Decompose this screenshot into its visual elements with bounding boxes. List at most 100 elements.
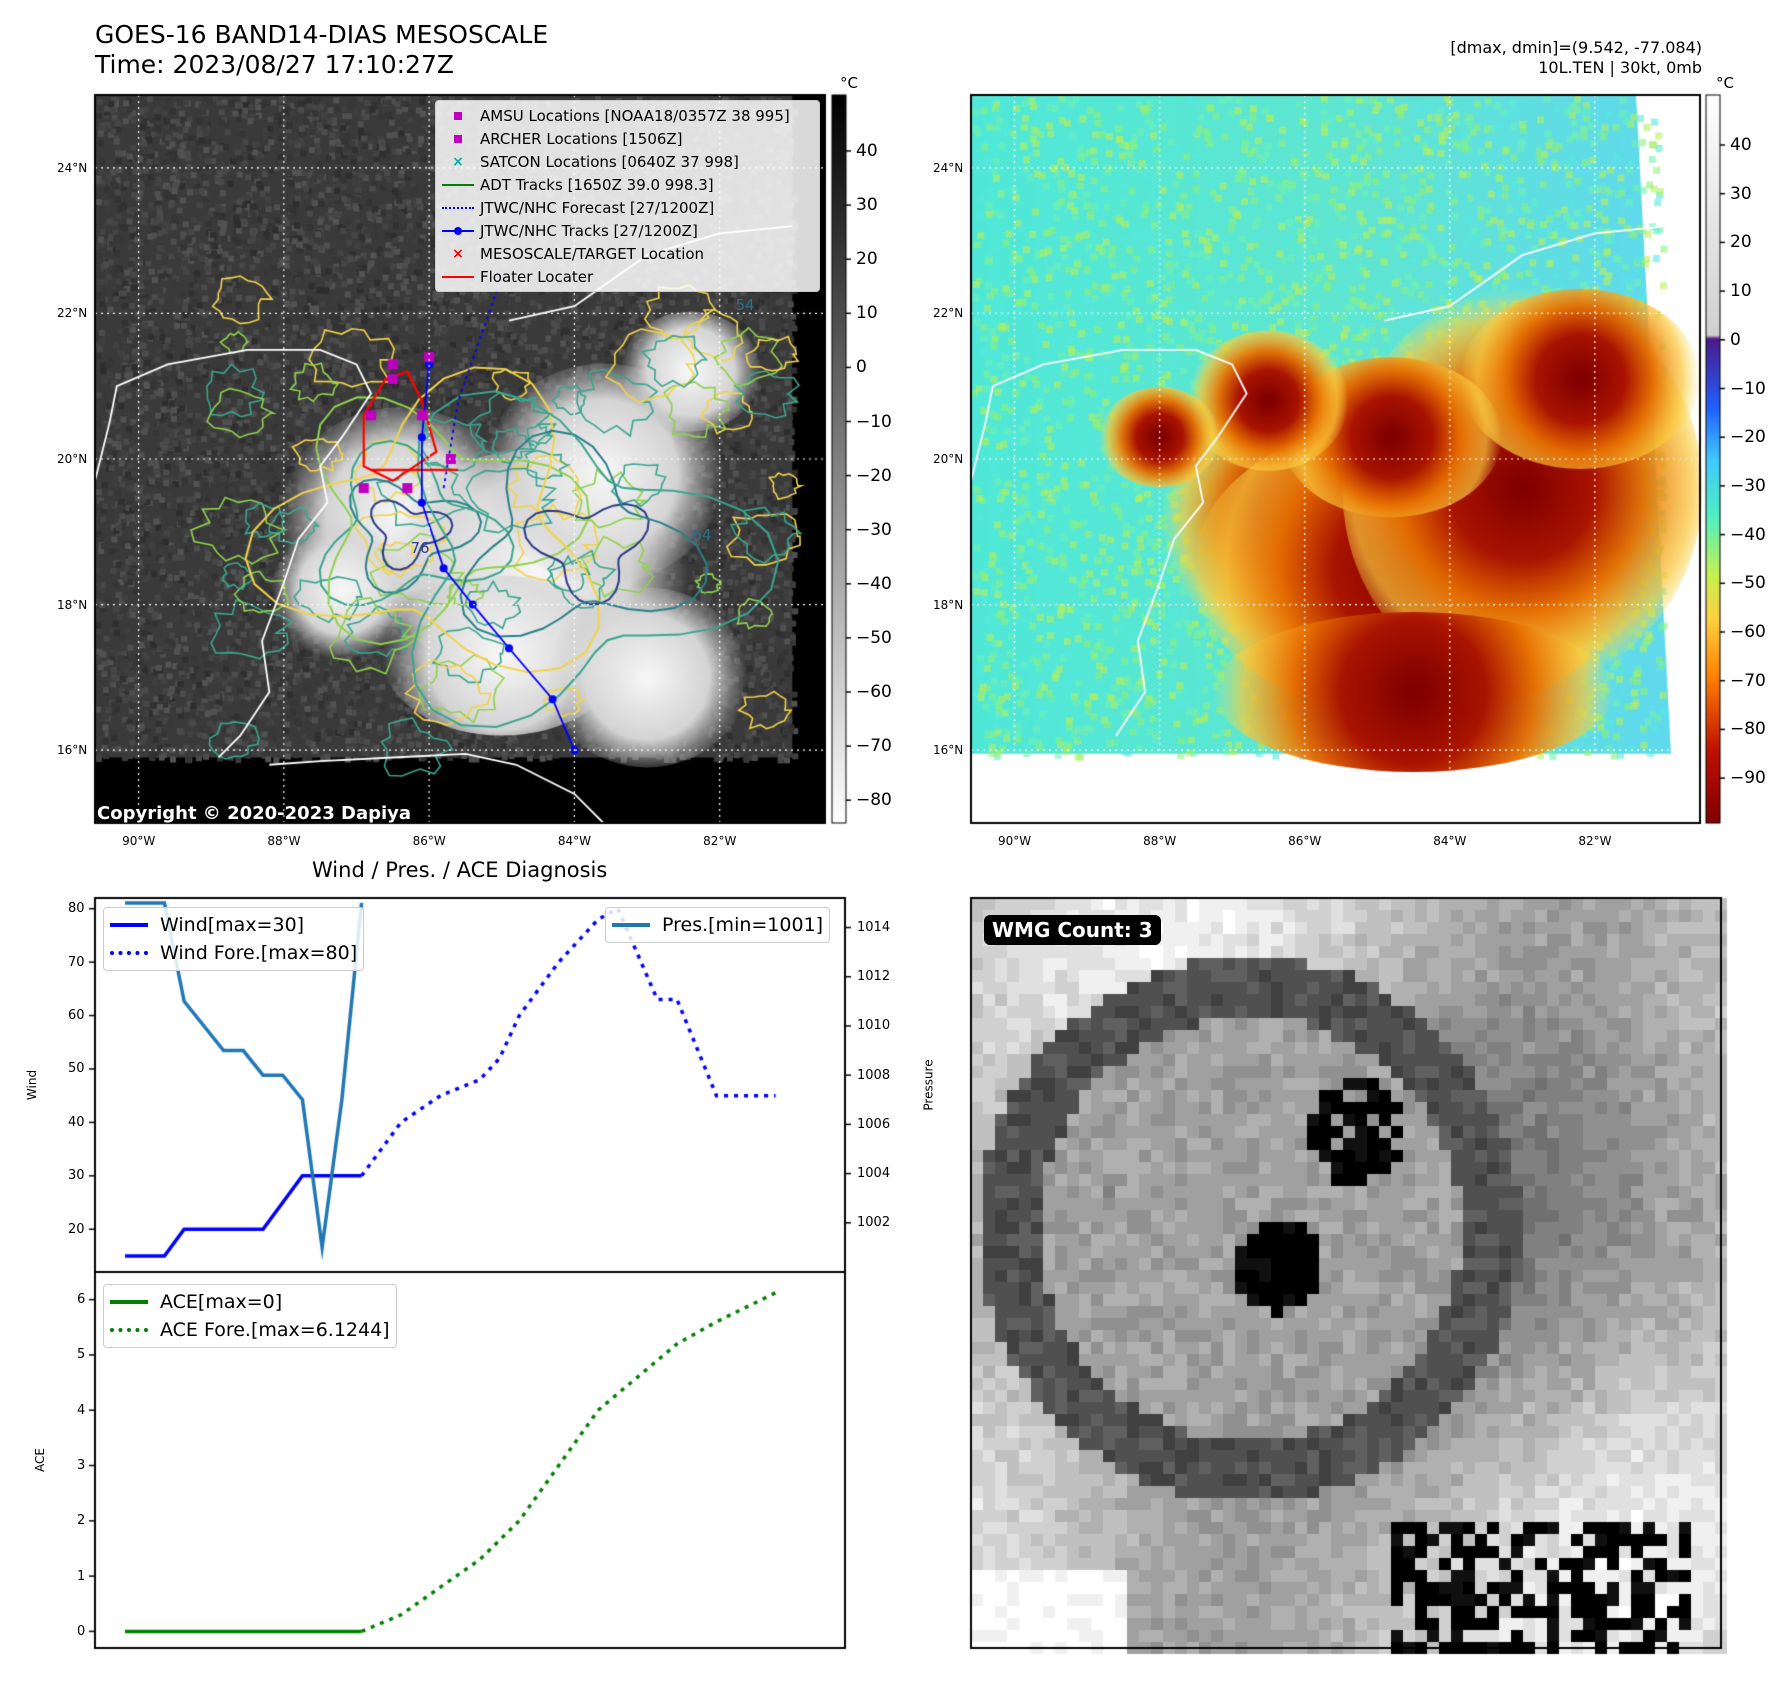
legend-entry: AMSU Locations [NOAA18/0357Z 38 995] (436, 104, 819, 127)
wind-axis-label: Wind (25, 1069, 40, 1101)
ace-ytick: 5 (77, 1347, 86, 1363)
left-colorbar-tick: 30 (856, 195, 878, 216)
right-colorbar-tick: −10 (1730, 378, 1766, 399)
left-colorbar-unit: °C (840, 74, 858, 92)
pressure-legend: Pres.[min=1001] (605, 907, 831, 943)
legend-entry: ACE Fore.[max=6.1244] (110, 1316, 390, 1344)
title-line-1: GOES-16 BAND14-DIAS MESOSCALE (95, 20, 549, 49)
legend-entry: JTWC/NHC Tracks [27/1200Z] (436, 219, 819, 242)
left-colorbar-tick: 10 (856, 303, 878, 324)
legend-line-icon (612, 923, 662, 927)
legend-label: Floater Locater (480, 267, 594, 286)
left-colorbar-tick: 20 (856, 249, 878, 270)
left-map-lon-label: 90°W (122, 834, 156, 848)
ace-ytick: 1 (77, 1568, 86, 1584)
right-map-lon-label: 88°W (1143, 834, 1177, 848)
legend-entry: ARCHER Locations [1506Z] (436, 127, 819, 150)
right-colorbar-tick: −90 (1730, 768, 1766, 789)
legend-symbol-icon (436, 219, 480, 242)
right-colorbar-tick: −40 (1730, 524, 1766, 545)
legend-entry: Pres.[min=1001] (612, 911, 823, 939)
right-colorbar-tick: 20 (1730, 232, 1752, 253)
left-colorbar-tick: −50 (856, 627, 892, 648)
legend-entry: Wind Fore.[max=80] (110, 939, 357, 967)
left-colorbar-tick: −30 (856, 519, 892, 540)
wind-ytick: 40 (68, 1114, 85, 1130)
left-colorbar-tick: −20 (856, 465, 892, 486)
wind-legend: Wind[max=30] Wind Fore.[max=80] (103, 907, 365, 971)
legend-line-icon (110, 1328, 160, 1332)
legend-entry: Wind[max=30] (110, 911, 357, 939)
left-colorbar-tick: −80 (856, 790, 892, 811)
right-map-lon-label: 84°W (1433, 834, 1467, 848)
left-map-lon-label: 86°W (412, 834, 446, 848)
wind-ytick: 80 (68, 901, 85, 917)
right-map-lon-label: 86°W (1288, 834, 1322, 848)
wind-ytick: 20 (68, 1221, 85, 1237)
legend-entry: ADT Tracks [1650Z 39.0 998.3] (436, 173, 819, 196)
right-map-lat-label: 24°N (933, 160, 964, 175)
right-colorbar-tick: 40 (1730, 135, 1752, 155)
diagnosis-title: Wind / Pres. / ACE Diagnosis (312, 858, 608, 882)
contour-label: 76 (410, 539, 430, 557)
pressure-ytick: 1004 (857, 1166, 891, 1182)
legend-symbol-icon: × (452, 245, 464, 262)
wind-ytick: 50 (68, 1061, 85, 1077)
right-map-lat-label: 22°N (933, 306, 964, 321)
title-line-2: Time: 2023/08/27 17:10:27Z (95, 50, 454, 79)
left-map-lon-label: 88°W (267, 834, 301, 848)
ace-ytick: 2 (77, 1513, 86, 1529)
right-colorbar-tick: −50 (1730, 573, 1766, 594)
legend-label: ARCHER Locations [1506Z] (480, 129, 683, 148)
legend-label: SATCON Locations [0640Z 37 998] (480, 152, 739, 171)
right-colorbar-tick: −80 (1730, 719, 1766, 740)
pressure-ytick: 1012 (857, 969, 891, 985)
legend-entry: Floater Locater (436, 265, 819, 288)
wmg-count-badge: WMG Count: 3 (984, 915, 1161, 945)
legend-symbol-icon (436, 104, 480, 127)
left-colorbar-tick: −40 (856, 573, 892, 594)
info-block: [dmax, dmin]=(9.542, -77.084) 10L.TEN | … (1450, 38, 1702, 78)
right-colorbar-tick: 10 (1730, 281, 1752, 302)
legend-label: Wind[max=30] (160, 914, 305, 936)
left-colorbar-tick: −10 (856, 411, 892, 432)
ace-legend: ACE[max=0] ACE Fore.[max=6.1244] (103, 1284, 397, 1348)
legend-label: Pres.[min=1001] (662, 914, 824, 936)
legend-label: MESOSCALE/TARGET Location (480, 244, 705, 263)
right-colorbar-tick: −20 (1730, 427, 1766, 448)
left-map-lon-label: 82°W (703, 834, 737, 848)
pressure-ytick: 1002 (857, 1215, 891, 1231)
wind-ytick: 30 (68, 1168, 85, 1184)
right-map-lon-label: 90°W (998, 834, 1032, 848)
left-map-lat-label: 24°N (57, 160, 88, 175)
copyright-label: Copyright © 2020-2023 Dapiya (97, 803, 412, 824)
pressure-ytick: 1010 (857, 1018, 891, 1034)
left-colorbar-tick: −70 (856, 736, 892, 757)
legend-entry: ACE[max=0] (110, 1288, 390, 1316)
pressure-axis-label: Pressure (921, 1059, 936, 1111)
legend-line-icon (110, 951, 160, 955)
left-map-lat-label: 18°N (57, 597, 88, 612)
legend-entry: JTWC/NHC Forecast [27/1200Z] (436, 196, 819, 219)
legend-symbol-icon (436, 265, 480, 288)
wind-ytick: 70 (68, 954, 85, 970)
left-map-lat-label: 22°N (57, 306, 88, 321)
legend-label: JTWC/NHC Tracks [27/1200Z] (480, 221, 698, 240)
left-colorbar-tick: −60 (856, 682, 892, 702)
map-legend: AMSU Locations [NOAA18/0357Z 38 995] ARCH… (435, 100, 820, 292)
left-map-lat-label: 16°N (57, 743, 88, 758)
legend-label: Wind Fore.[max=80] (160, 942, 358, 964)
legend-entry: × SATCON Locations [0640Z 37 998] (436, 150, 819, 173)
ace-ytick: 4 (77, 1402, 86, 1418)
left-colorbar-tick: 0 (856, 357, 867, 378)
legend-line-icon (110, 1300, 160, 1304)
legend-symbol-icon: × (452, 153, 464, 170)
legend-label: ADT Tracks [1650Z 39.0 998.3] (480, 175, 714, 194)
left-map-lon-label: 84°W (557, 834, 592, 848)
pressure-ytick: 1006 (857, 1116, 891, 1132)
pressure-ytick: 1014 (857, 920, 891, 936)
ace-ytick: 6 (77, 1292, 86, 1308)
ace-ytick: 3 (77, 1458, 86, 1474)
contour-label: 54 (735, 296, 755, 314)
legend-symbol-icon (436, 173, 480, 196)
